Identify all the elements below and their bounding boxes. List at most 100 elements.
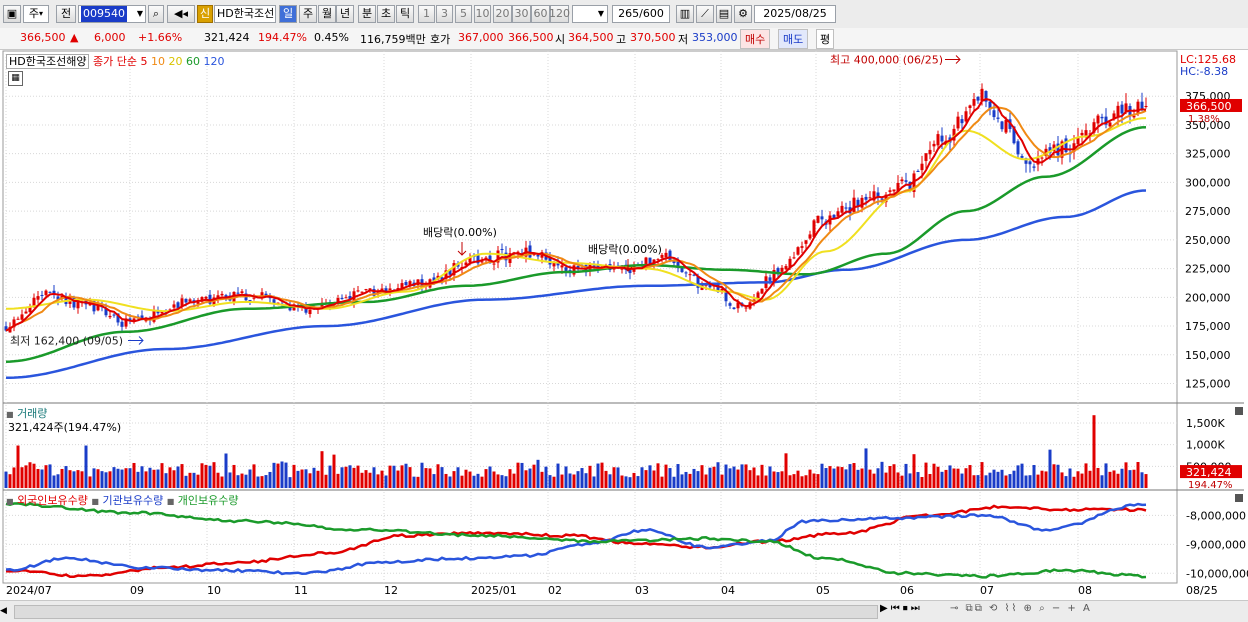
open-label: 시 <box>555 33 566 46</box>
volume-bar <box>944 469 948 488</box>
candle-body <box>252 297 256 299</box>
interval-button-60[interactable]: 60 <box>531 5 550 23</box>
candle-body <box>1084 130 1088 136</box>
scroll-track[interactable] <box>14 605 878 619</box>
date-field[interactable]: 2025/08/25 <box>754 5 836 23</box>
candle-body <box>96 305 100 311</box>
period-tab-3[interactable]: 년 <box>336 5 354 23</box>
candle-icon[interactable]: ▥ <box>676 5 694 23</box>
period-select[interactable]: 주 ▾ <box>23 5 49 23</box>
volume-bar <box>468 471 472 488</box>
bid-value: 366,500 <box>508 31 554 44</box>
candle-body <box>888 190 892 192</box>
interval-button-120[interactable]: 120 <box>549 5 570 23</box>
volume-current-percent: 194.47% <box>1188 480 1233 491</box>
volume-bar <box>344 466 348 488</box>
candle-body <box>156 310 160 314</box>
interval-select[interactable]: ▼ <box>572 5 608 23</box>
period-tab-6[interactable]: 틱 <box>396 5 414 23</box>
candle-body <box>988 101 992 110</box>
interval-button-30[interactable]: 30 <box>512 5 531 23</box>
chart-area[interactable]: 2024/07 09 10 11 12 2025/01 02 03 04 05 06 07 08 08/2… <box>0 50 1248 601</box>
candle-body <box>308 309 312 315</box>
flat-button[interactable]: 평 <box>816 29 835 49</box>
period-tab-5[interactable]: 초 <box>377 5 395 23</box>
volume-bar <box>380 470 384 488</box>
candle-body <box>792 257 796 259</box>
candle-body <box>32 297 36 306</box>
sell-button[interactable]: 매도 <box>778 29 809 49</box>
period-tab-1[interactable]: 주 <box>299 5 317 23</box>
gear-icon[interactable]: ⚙ <box>734 5 752 23</box>
interval-button-3[interactable]: 3 <box>436 5 453 23</box>
volume-bar <box>648 465 652 488</box>
volume-bar <box>240 473 244 488</box>
chart-tools-icon[interactable]: ⊸ ⧉⧉ ⟲ ⌇⌇ ⊕ ⌕ − + A <box>950 603 1092 614</box>
holdings-y-tick: -8,000,000 <box>1186 509 1246 522</box>
candle-body <box>1032 166 1036 168</box>
annotation-high-arrow <box>945 55 961 64</box>
candle-body <box>956 116 960 129</box>
volume-bar <box>1056 464 1060 488</box>
holdings-y-tick: -10,000,000 <box>1186 567 1248 580</box>
volume-bar <box>740 464 744 488</box>
volume-bar <box>232 464 236 488</box>
period-tab-4[interactable]: 분 <box>358 5 376 23</box>
candle-body <box>1144 105 1148 107</box>
draw-tool-icon[interactable]: ⟋ <box>696 5 714 23</box>
volume-bar <box>1016 465 1020 488</box>
candle-body <box>240 291 244 293</box>
volume-bar <box>876 468 880 488</box>
window-menu-icon[interactable]: ▣ <box>3 5 21 23</box>
candle-body <box>364 289 368 291</box>
candle-body <box>976 96 980 101</box>
scroll-left-icon[interactable]: ◀ <box>0 606 7 616</box>
volume-bar <box>608 474 612 488</box>
volume-bar <box>984 475 988 488</box>
volume-bar <box>304 469 308 488</box>
interval-button-1[interactable]: 1 <box>418 5 435 23</box>
volume-bar <box>584 473 588 488</box>
volume-bar <box>1108 471 1112 488</box>
interval-button-20[interactable]: 20 <box>493 5 512 23</box>
volume-bar <box>980 462 984 488</box>
volume-bar <box>688 473 692 488</box>
volume-bar <box>1104 463 1108 488</box>
volume-bar <box>1112 470 1116 488</box>
volume-bar <box>524 470 528 488</box>
candle-body <box>772 269 776 284</box>
volume-bar <box>948 465 952 488</box>
period-tab-0[interactable]: 일 <box>279 5 297 23</box>
stock-name-field[interactable]: HD한국조선 <box>214 5 276 23</box>
candle-body <box>444 270 448 279</box>
candle-body <box>92 301 96 312</box>
candle-body <box>496 250 500 263</box>
interval-button-10[interactable]: 10 <box>474 5 491 23</box>
volume-bar <box>744 464 748 488</box>
candle-body <box>1016 141 1020 155</box>
count-field[interactable]: 265/600 <box>612 5 670 23</box>
buy-button[interactable]: 매수 <box>740 29 771 49</box>
volume-bar <box>188 472 192 488</box>
volume-bar <box>1072 476 1076 488</box>
period-tab-2[interactable]: 월 <box>318 5 336 23</box>
legend-ma120: 120 <box>203 55 225 68</box>
speaker-icon[interactable]: ◀◂ <box>167 5 195 23</box>
interval-button-5[interactable]: 5 <box>455 5 472 23</box>
candle-body <box>744 307 748 309</box>
volume-bar <box>68 470 72 488</box>
playback-controls-icon[interactable]: ▶⏮⏹⏭ <box>880 603 923 614</box>
save-icon[interactable]: ▤ <box>716 5 732 23</box>
code-input[interactable]: 009540 ▼ <box>78 5 146 23</box>
volume-bar <box>32 463 36 488</box>
grid-toggle-icon[interactable]: ▦ <box>8 71 23 86</box>
search-icon[interactable]: ⌕ <box>148 5 164 23</box>
volume-bar <box>276 463 280 488</box>
volume-bar <box>872 473 876 488</box>
volume-bar <box>1044 471 1048 488</box>
volume-bar <box>480 476 484 488</box>
prev-button[interactable]: 전 <box>56 5 76 23</box>
volume-bar <box>732 466 736 488</box>
volume-bar <box>856 469 860 488</box>
volume-bar <box>404 463 408 488</box>
